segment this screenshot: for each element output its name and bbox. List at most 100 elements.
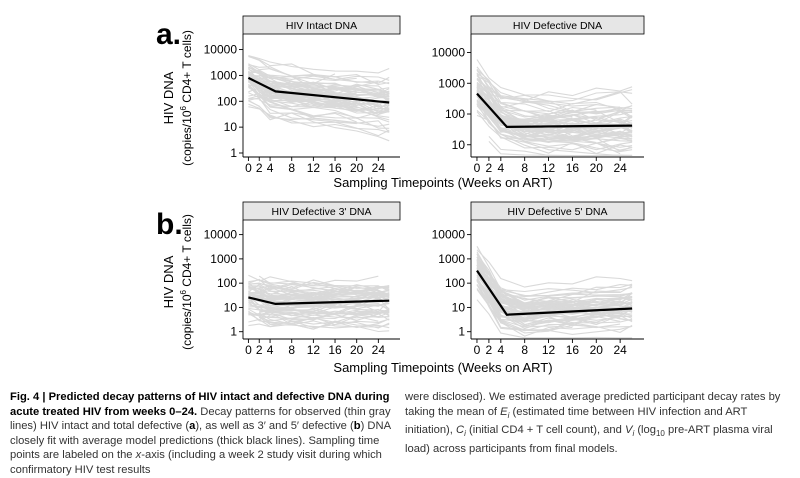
caption-left-column: Fig. 4 | Predicted decay patterns of HIV… — [10, 390, 394, 478]
participant-line — [258, 70, 357, 90]
participant-line — [476, 246, 633, 294]
y-tick-label: 1000 — [210, 68, 237, 82]
caption-text: ) DNA closely fit with average model pre… — [10, 420, 391, 462]
observed-lines — [476, 246, 633, 339]
xlabel-row-b: Sampling Timepoints (Weeks on ART) — [333, 360, 552, 375]
panel-strip — [242, 15, 401, 35]
participant-line — [476, 279, 633, 333]
participant-line — [476, 59, 633, 101]
y-tick-label: 100 — [217, 94, 237, 108]
x-tick-label: 24 — [613, 161, 627, 175]
figure: a. b. HIV DNA (copies/106 CD4+ T cells) … — [156, 15, 645, 375]
participant-line — [476, 259, 633, 319]
participant-line — [248, 69, 390, 84]
caption-var-sub: i — [464, 429, 466, 439]
x-tick-label: 4 — [267, 161, 274, 175]
caption-fig-label: Fig. 4 — [10, 391, 40, 403]
participant-line — [259, 91, 357, 103]
x-tick-label: 4 — [267, 343, 274, 357]
participant-line — [248, 92, 390, 115]
x-tick-label: 24 — [372, 161, 386, 175]
participant-line — [248, 99, 390, 133]
caption-var: V — [624, 424, 633, 437]
ylabel-line1: HIV DNA — [161, 255, 176, 308]
caption-title: Predicted decay patterns of HIV intact a… — [10, 391, 390, 418]
x-tick-label: 12 — [307, 343, 321, 357]
caption-text: were disclosed). We estimated average pr… — [405, 391, 781, 418]
participant-line — [248, 310, 390, 326]
y-tick-label: 1 — [458, 325, 465, 339]
participant-line — [248, 282, 390, 299]
participant-line — [476, 249, 633, 288]
participant-line — [476, 259, 633, 304]
panel-title: HIV Intact DNA — [286, 20, 357, 32]
caption-text: ), as well as 3′ and 5′ defective ( — [195, 420, 354, 433]
participant-line — [248, 106, 390, 137]
y-tick-label: 1000 — [438, 76, 465, 90]
y-tick-label: 10000 — [204, 43, 238, 57]
x-tick-label: 24 — [613, 343, 627, 357]
ylabel-line1: HIV DNA — [161, 71, 176, 124]
participant-line — [476, 109, 633, 155]
y-tick-label: 10 — [452, 138, 466, 152]
x-tick-label: 16 — [566, 161, 580, 175]
panel-title: HIV Defective 5' DNA — [507, 206, 607, 218]
x-tick-label: 0 — [245, 161, 252, 175]
row-label-a: a. — [156, 18, 181, 51]
y-tick-label: 100 — [217, 276, 237, 290]
y-tick-label: 1 — [230, 325, 237, 339]
participant-line — [258, 276, 379, 291]
y-tick-label: 1000 — [210, 252, 237, 266]
participant-line — [248, 291, 379, 304]
participant-line — [476, 68, 633, 103]
y-tick-label: 1 — [230, 146, 237, 160]
prediction-line — [247, 76, 390, 104]
caption-axis-ref: x — [135, 449, 142, 462]
participant-line — [248, 308, 390, 320]
participant-line — [476, 278, 633, 326]
x-tick-label: 16 — [566, 343, 580, 357]
x-tick-label: 4 — [497, 343, 504, 357]
caption-var: E — [500, 405, 508, 418]
participant-line — [248, 93, 390, 133]
y-tick-label: 10000 — [204, 228, 238, 242]
x-tick-label: 20 — [350, 343, 364, 357]
prediction-line — [476, 269, 633, 316]
x-tick-label: 12 — [307, 161, 321, 175]
y-tick-label: 10 — [452, 300, 466, 314]
participant-line — [476, 79, 633, 124]
participant-line — [248, 63, 357, 82]
prediction-line — [248, 296, 390, 306]
panel-title: HIV Defective DNA — [513, 20, 602, 32]
x-tick-label: 4 — [497, 161, 504, 175]
x-tick-label: 20 — [590, 161, 604, 175]
x-tick-label: 2 — [256, 161, 263, 175]
y-tick-label: 100 — [445, 276, 465, 290]
ylabel-line2: (copies/106 CD4+ T cells) — [179, 214, 194, 350]
caption-text: Decay patterns for observed (thin gray l… — [10, 405, 391, 433]
panel-strip — [242, 201, 401, 221]
x-tick-label: 2 — [486, 161, 493, 175]
participant-line — [476, 73, 633, 105]
participant-line — [248, 289, 390, 301]
xlabel-row-a: Sampling Timepoints (Weeks on ART) — [333, 175, 552, 190]
participant-line — [248, 86, 357, 111]
row-label-b: b. — [156, 208, 183, 241]
participant-line — [248, 275, 379, 286]
participant-line — [248, 63, 390, 85]
x-tick-label: 8 — [288, 343, 295, 357]
caption-text: (estimated time between HIV infection an… — [405, 405, 748, 437]
participant-line — [248, 312, 390, 323]
participant-line — [476, 279, 633, 322]
y-tick-label: 10000 — [432, 46, 466, 60]
x-tick-label: 12 — [542, 343, 556, 357]
x-tick-label: 8 — [288, 161, 295, 175]
caption-var-sub: i — [507, 410, 510, 420]
participant-line — [248, 295, 390, 312]
x-tick-label: 20 — [350, 161, 364, 175]
participant-line — [476, 299, 633, 339]
